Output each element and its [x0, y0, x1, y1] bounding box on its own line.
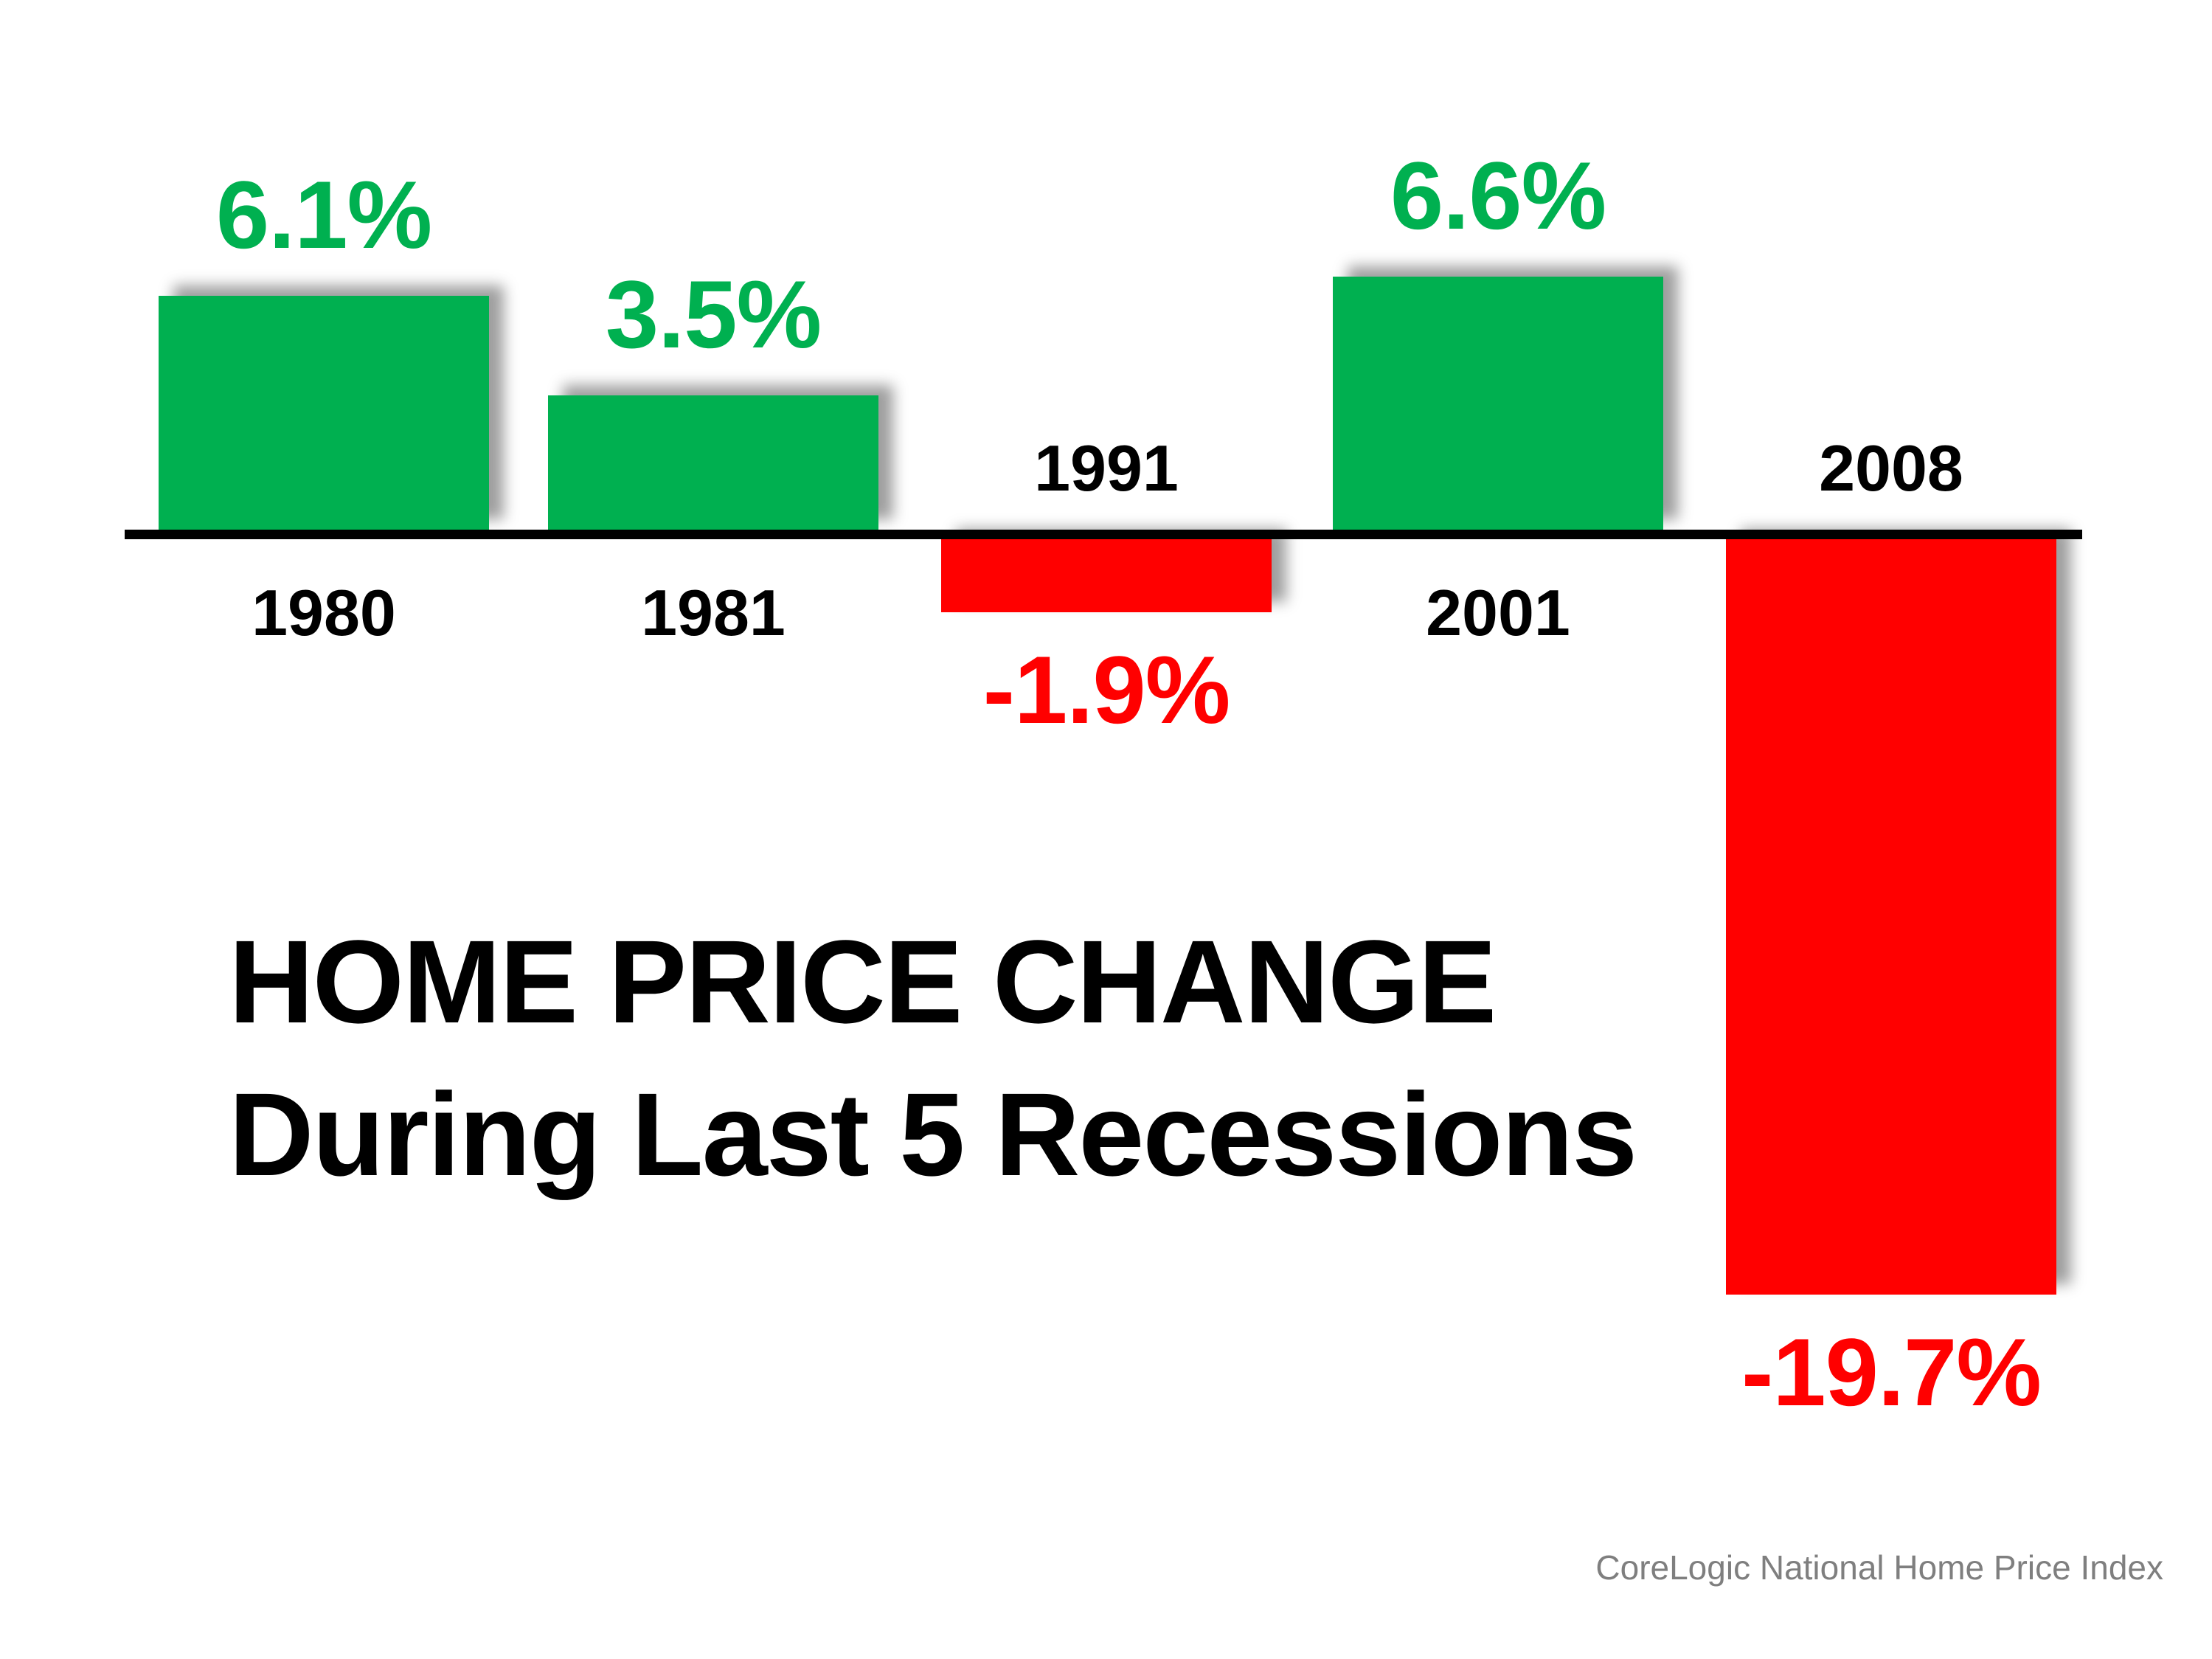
year-label-2001: 2001: [1426, 576, 1570, 649]
value-label-2008: -19.7%: [1741, 1318, 2042, 1426]
year-label-1980: 1980: [252, 576, 396, 649]
value-label-2001: 6.6%: [1390, 142, 1606, 249]
chart-title-line2: During Last 5 Recessions: [229, 1068, 1637, 1200]
x-axis-line: [125, 530, 2082, 539]
bar-1991: [941, 539, 1272, 612]
bar-1981: [548, 395, 878, 530]
year-label-1991: 1991: [1034, 432, 1179, 505]
bar-2008: [1726, 539, 2056, 1295]
chart-title-line1: HOME PRICE CHANGE: [229, 915, 1497, 1047]
source-credit: CoreLogic National Home Price Index: [1595, 1548, 2163, 1587]
year-label-2008: 2008: [1819, 432, 1963, 505]
chart-title: HOME PRICE CHANGE During Last 5 Recessio…: [229, 905, 1637, 1211]
value-label-1991: -1.9%: [982, 636, 1231, 744]
bar-1980: [159, 296, 489, 530]
year-label-1981: 1981: [641, 576, 786, 649]
value-label-1981: 3.5%: [605, 260, 822, 368]
bar-2001: [1333, 277, 1663, 530]
value-label-1980: 6.1%: [215, 161, 432, 269]
